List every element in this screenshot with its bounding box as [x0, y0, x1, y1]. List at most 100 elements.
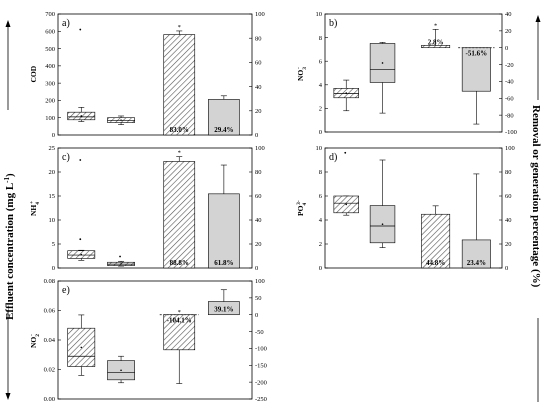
right-tick-label: 0	[255, 265, 258, 272]
left-tick-label: 6	[319, 193, 323, 200]
bar	[208, 193, 240, 269]
left-tick-label: 0.06	[44, 308, 56, 315]
bar-percent-label: -104.1%	[167, 317, 192, 325]
left-tick-label: 0	[52, 132, 55, 139]
bar	[461, 47, 491, 92]
right-axis-label: Removal or generation percentage (%)	[530, 15, 542, 402]
left-tick-label: 4	[319, 82, 323, 89]
bar	[421, 213, 451, 269]
right-tick-label: 80	[255, 35, 262, 42]
right-tick-label: 50	[255, 295, 262, 302]
left-tick-label: 300	[45, 80, 55, 87]
significance-star: *	[178, 150, 181, 157]
left-tick-label: 400	[45, 63, 55, 70]
right-tick-label: -50	[255, 329, 264, 336]
box-outlier	[79, 238, 82, 241]
left-tick-label: 15	[49, 193, 56, 200]
right-tick-label: 40	[255, 84, 262, 91]
bar-percent-label: 83.0%	[170, 126, 189, 134]
panel-b: 0 2 4 6 8 10 -100 -80 -60 -40 -20 0 20 40 b) NO3- * 2.8% -…	[296, 11, 517, 136]
right-tick-label: 40	[505, 11, 512, 18]
bar-percent-label: 61.8%	[214, 259, 233, 267]
box-mean	[80, 346, 83, 349]
panel-a: 0 100 200 300 400 500 600 700 0 20 40 60 80 100 a) COD *…	[29, 11, 265, 139]
left-axis-label: Effluent concentration (mg L-1)	[3, 20, 16, 400]
panel-e: 0.00 0.02 0.04 0.06 0.08 -250 -200 -150 -100 -50 0…	[29, 278, 267, 403]
right-tick-label: -80	[505, 112, 514, 119]
left-axis-title: Effluent concentration (mg L	[4, 183, 16, 320]
significance-star: *	[178, 309, 181, 316]
right-tick-label: 80	[505, 169, 512, 176]
plot-frame	[324, 13, 503, 133]
bar-percent-label: -51.6%	[466, 50, 488, 58]
right-tick-label: 100	[255, 11, 265, 18]
left-axis-close: )	[4, 173, 16, 177]
left-tick-label: 6	[319, 58, 323, 65]
y-axis-label: NO3-	[296, 67, 308, 81]
box-mean	[381, 223, 384, 225]
bar	[461, 239, 491, 269]
bar-percent-label: 2.8%	[428, 39, 444, 47]
right-tick-label: 20	[505, 241, 512, 248]
right-tick-label: -100	[505, 129, 517, 136]
left-tick-label: 4	[319, 217, 323, 224]
left-tick-label: 600	[45, 28, 55, 35]
plot-frame	[324, 147, 503, 269]
right-tick-label: 0	[255, 132, 258, 139]
left-tick-label: 8	[319, 35, 322, 42]
right-tick-label: 20	[505, 28, 512, 35]
right-tick-label: -60	[505, 95, 514, 102]
right-tick-label: 100	[505, 145, 515, 152]
box-mean	[80, 115, 83, 117]
left-tick-label: 10	[49, 217, 56, 224]
right-tick-label: 80	[255, 169, 262, 176]
svg-text:Effluent concentration (mg L-1: Effluent concentration (mg L-1)	[3, 173, 16, 320]
y-axis-label: NO2-	[29, 334, 41, 348]
significance-star: *	[178, 24, 181, 31]
box-mean	[120, 119, 122, 121]
panel-letter: b)	[329, 18, 337, 29]
left-tick-label: 0.04	[44, 337, 56, 344]
left-tick-label: 0.02	[44, 367, 55, 374]
box-mean	[120, 369, 122, 372]
left-tick-label: 0.00	[44, 396, 55, 403]
bar	[208, 99, 240, 136]
left-tick-label: 200	[45, 98, 55, 105]
box-outlier	[344, 151, 347, 154]
bar	[163, 161, 196, 269]
left-tick-label: 20	[49, 169, 56, 176]
right-tick-label: 0	[505, 45, 508, 52]
right-tick-label: -20	[505, 62, 514, 69]
bar	[163, 34, 196, 136]
panel-letter: a)	[62, 18, 70, 29]
panel-c: 0 5 10 15 20 25 0 20 40 60 80 100 c) NH4+ * 88.8% 61.8%	[29, 145, 265, 272]
left-tick-label: 10	[316, 11, 323, 18]
right-tick-label: 0	[255, 312, 258, 319]
left-tick-label: 700	[45, 11, 55, 18]
right-tick-label: -250	[255, 396, 267, 403]
bar-percent-label: 23.4%	[467, 259, 486, 267]
right-tick-label: 100	[255, 145, 265, 152]
bar-percent-label: 29.4%	[214, 126, 233, 134]
left-tick-label: 10	[316, 145, 323, 152]
box-body	[369, 205, 396, 244]
box-outlier	[79, 159, 82, 161]
bar-percent-label: 44.8%	[426, 259, 445, 267]
left-tick-label: 5	[52, 241, 55, 248]
y-axis-label: COD	[29, 65, 38, 82]
right-tick-label: -100	[255, 346, 267, 353]
panel-letter: e)	[62, 285, 70, 296]
left-tick-label: 2	[319, 241, 322, 248]
right-axis-title: Removal or generation percentage (%)	[530, 105, 542, 288]
left-tick-label: 2	[319, 106, 322, 113]
box-mean	[381, 62, 384, 64]
plot-frame	[57, 13, 253, 136]
right-tick-label: -150	[255, 362, 267, 369]
left-tick-label: 0	[52, 265, 55, 272]
y-axis-label: PO43-	[296, 200, 308, 216]
box-mean	[345, 92, 348, 94]
right-tick-label: -40	[505, 79, 514, 86]
right-tick-label: 40	[505, 217, 512, 224]
